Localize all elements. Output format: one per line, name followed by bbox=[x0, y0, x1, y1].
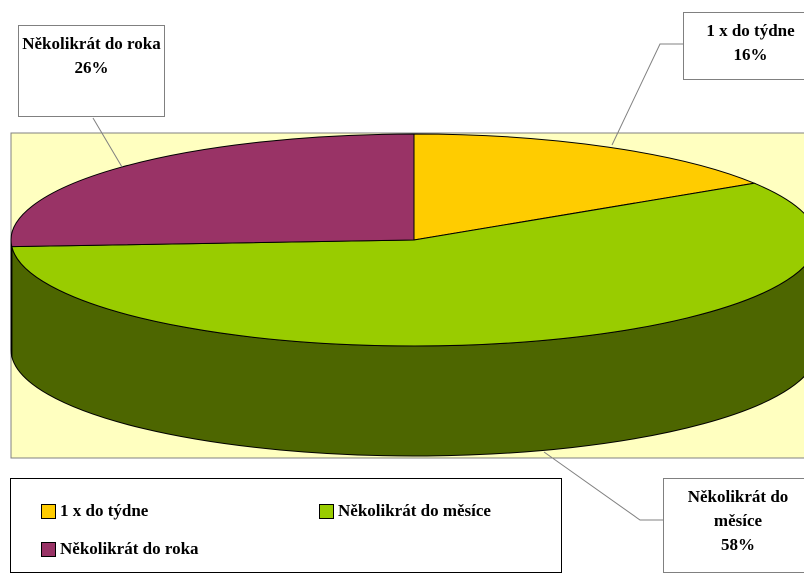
legend-swatch bbox=[319, 503, 334, 519]
pie bbox=[10, 133, 804, 457]
data-label: 1 x do týdne 16% bbox=[683, 12, 804, 80]
label-value: 16% bbox=[733, 45, 768, 64]
label-name: Několikrát do roka bbox=[22, 34, 161, 53]
legend: 1 x do týdne Několikrát do měsíce Několi… bbox=[10, 478, 562, 573]
legend-label: Několikrát do roka bbox=[60, 539, 199, 558]
leader-line bbox=[611, 43, 683, 146]
slice bbox=[10, 133, 415, 248]
legend-item: Několikrát do roka bbox=[41, 539, 199, 559]
label-value: 58% bbox=[721, 535, 755, 554]
legend-swatch bbox=[41, 503, 56, 519]
data-label: Několikrát do měsíce 58% bbox=[663, 478, 804, 573]
leader-line bbox=[92, 117, 123, 168]
label-name: 1 x do týdne bbox=[706, 21, 795, 40]
legend-item: Několikrát do měsíce bbox=[319, 501, 491, 521]
legend-item: 1 x do týdne bbox=[41, 501, 148, 521]
legend-swatch bbox=[41, 541, 56, 557]
label-name: Několikrát do měsíce bbox=[687, 487, 789, 530]
label-value: 26% bbox=[74, 58, 109, 77]
slice bbox=[413, 133, 757, 241]
slice bbox=[11, 182, 804, 347]
slice-side bbox=[10, 239, 13, 357]
legend-label: Několikrát do měsíce bbox=[338, 501, 491, 520]
leader-line bbox=[543, 451, 663, 521]
data-label: Několikrát do roka 26% bbox=[18, 25, 165, 117]
legend-label: 1 x do týdne bbox=[60, 501, 149, 520]
